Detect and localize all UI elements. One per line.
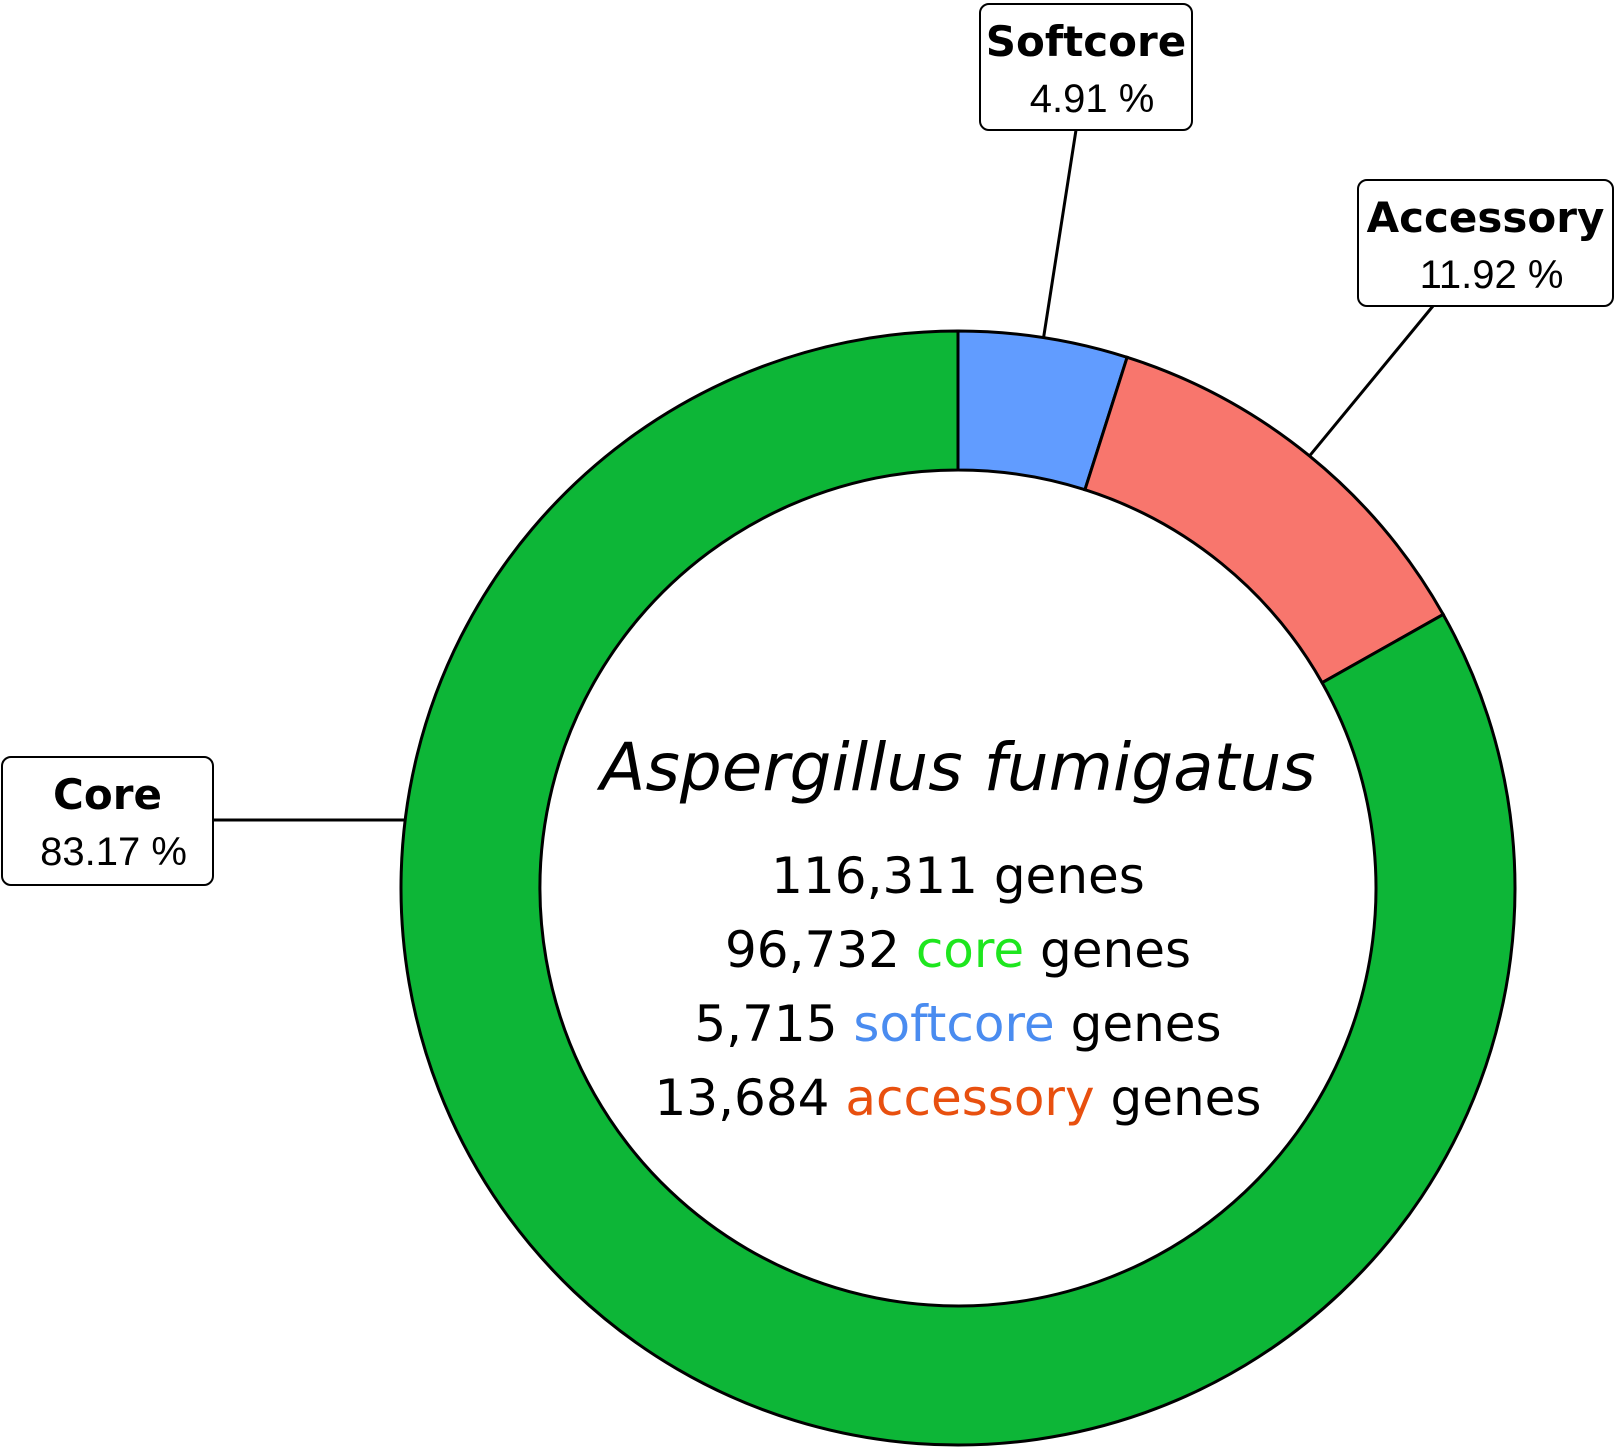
gene-category-word: core	[916, 921, 1040, 979]
leader-line-accessory	[1308, 305, 1435, 457]
gene-count-line: 116,311 genes	[771, 847, 1145, 905]
gene-count-number: 96,732	[725, 921, 916, 979]
gene-count-number: 116,311	[771, 847, 994, 905]
gene-count-line: 13,684 accessory genes	[655, 1069, 1262, 1127]
gene-count-number: 5,715	[694, 995, 853, 1053]
gene-count-number: 13,684	[655, 1069, 846, 1127]
gene-count-line: 96,732 core genes	[725, 921, 1191, 979]
gene-count-suffix: genes	[1040, 921, 1191, 979]
center-text: Aspergillus fumigatus 116,311 genes96,73…	[596, 729, 1315, 1127]
species-title: Aspergillus fumigatus	[596, 729, 1315, 806]
slice-core	[399, 329, 1517, 1447]
leader-line-softcore	[1042, 129, 1078, 338]
slice-label-core: Core	[53, 770, 162, 819]
label-box-core	[1, 756, 214, 886]
gene-count-line: 5,715 softcore genes	[694, 995, 1221, 1053]
slice-label-softcore: Softcore	[986, 17, 1186, 66]
donut-slices	[399, 329, 1517, 1447]
slice-percent-accessory: 11.92 %	[1420, 253, 1564, 297]
gene-category-word: accessory	[845, 1069, 1110, 1127]
slice-labels: Softcore 4.91 % Accessory 11.92 % Core 83.17 …	[1, 3, 1614, 886]
label-box-accessory	[1357, 179, 1614, 307]
slice-percent-softcore: 4.91 %	[1030, 77, 1155, 121]
leader-lines	[213, 129, 1435, 822]
gene-category-word: softcore	[853, 995, 1070, 1053]
slice-label-accessory: Accessory	[1367, 193, 1605, 242]
slice-accessory	[1083, 355, 1446, 685]
gene-count-suffix: genes	[1110, 1069, 1261, 1127]
gene-count-suffix: genes	[994, 847, 1145, 905]
gene-count-suffix: genes	[1071, 995, 1222, 1053]
label-box-softcore	[979, 3, 1193, 131]
slice-percent-core: 83.17 %	[40, 830, 187, 874]
